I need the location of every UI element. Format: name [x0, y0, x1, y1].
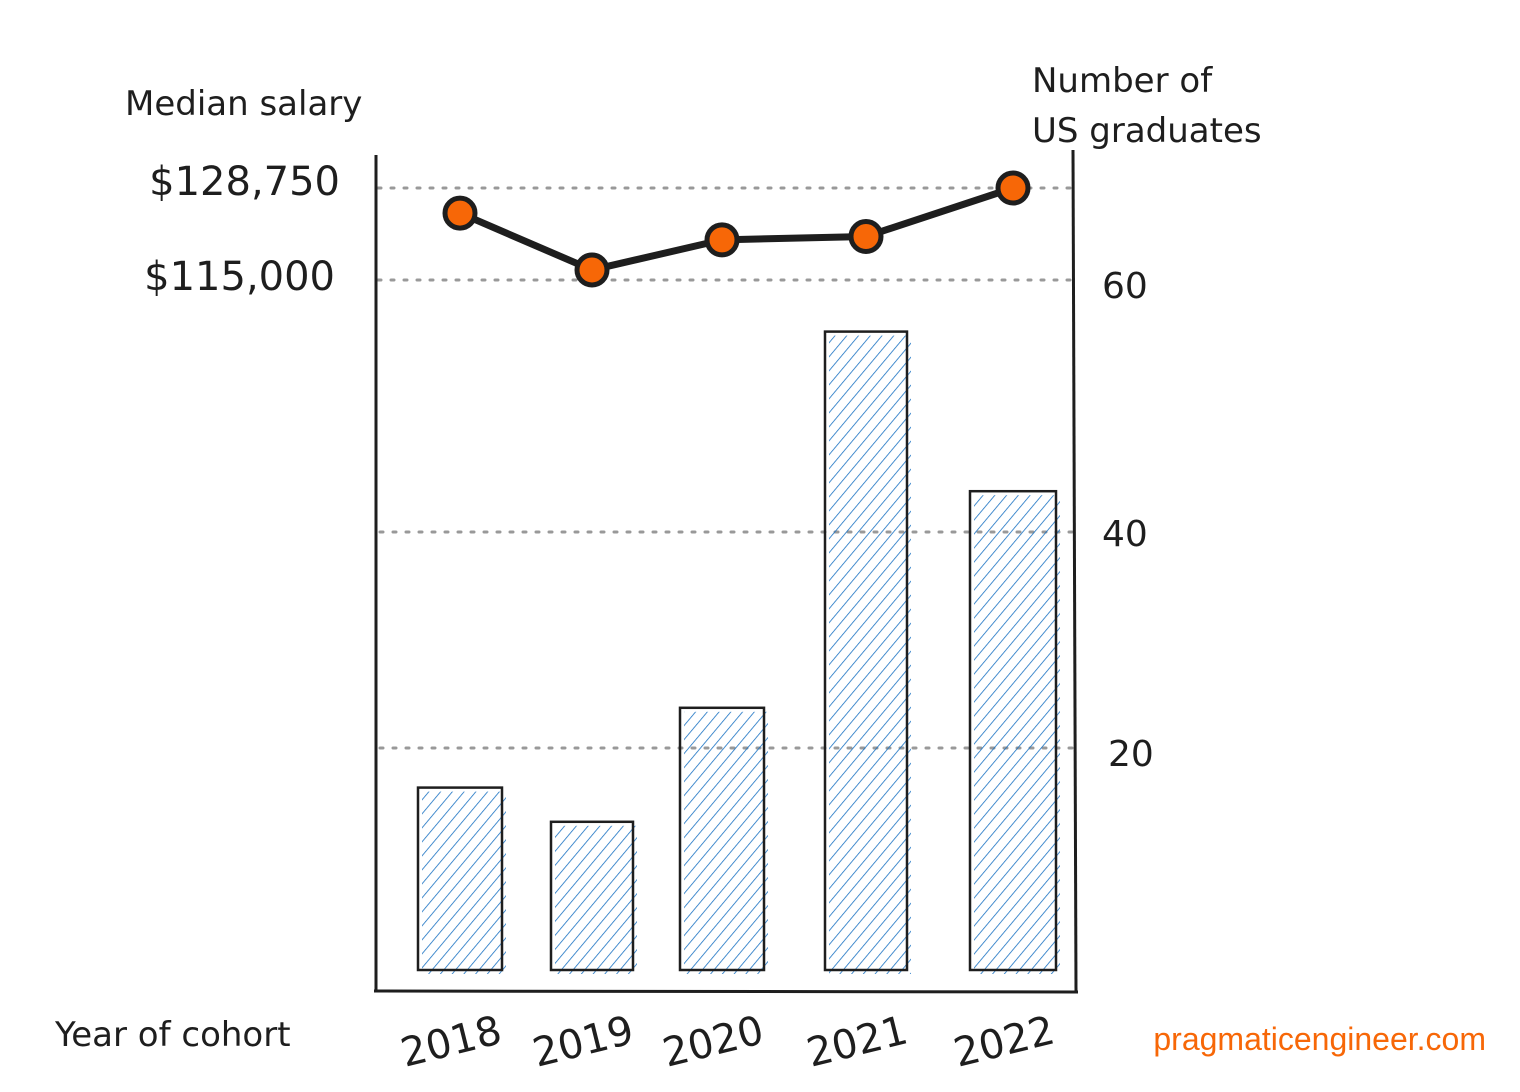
bar-hatch-2020: [684, 711, 768, 974]
salary-line-path: [458, 184, 1015, 274]
left-axis-label: Median salary: [125, 84, 362, 124]
bar-hatch-2019: [555, 825, 637, 974]
bar-hatch-2021: [829, 335, 911, 975]
gridlines: [376, 186, 1080, 750]
x-tick-label: 2019: [528, 1007, 638, 1076]
x-tick-label: 2022: [949, 1007, 1059, 1076]
x-tick-label: 2020: [658, 1007, 768, 1076]
salary-point-2019: [574, 252, 610, 288]
left-tick-label: $115,000: [144, 254, 335, 300]
x-tick-label: 2021: [802, 1007, 912, 1076]
salary-point-2022: [995, 170, 1031, 206]
right-axis-label-line1: Number of: [1032, 61, 1213, 101]
right-axis-label-line2: US graduates: [1032, 111, 1262, 151]
right-tick-label: 40: [1102, 514, 1148, 555]
bar-2018: [416, 786, 504, 972]
bar-2020: [678, 706, 766, 972]
salary-point-2020: [704, 222, 740, 258]
left-tick-label: $128,750: [149, 159, 340, 205]
bar-2019: [549, 820, 635, 972]
bar-hatch-2022: [974, 495, 1060, 974]
salary-point-2018: [442, 195, 478, 231]
bars: [416, 330, 1060, 975]
right-tick-label: 60: [1102, 266, 1148, 307]
right-tick-label: 20: [1108, 734, 1154, 775]
bar-hatch-2018: [422, 791, 506, 974]
bar-2021: [823, 330, 909, 972]
x-axis-label: Year of cohort: [54, 1015, 291, 1055]
watermark: pragmaticengineer.com: [1153, 1021, 1486, 1057]
x-axis: [373, 989, 1079, 994]
x-tick-label: 2018: [396, 1007, 506, 1076]
salary-line: [442, 170, 1031, 288]
right-axis: [1071, 149, 1078, 993]
bar-2022: [968, 489, 1058, 972]
salary-point-2021: [848, 219, 884, 255]
